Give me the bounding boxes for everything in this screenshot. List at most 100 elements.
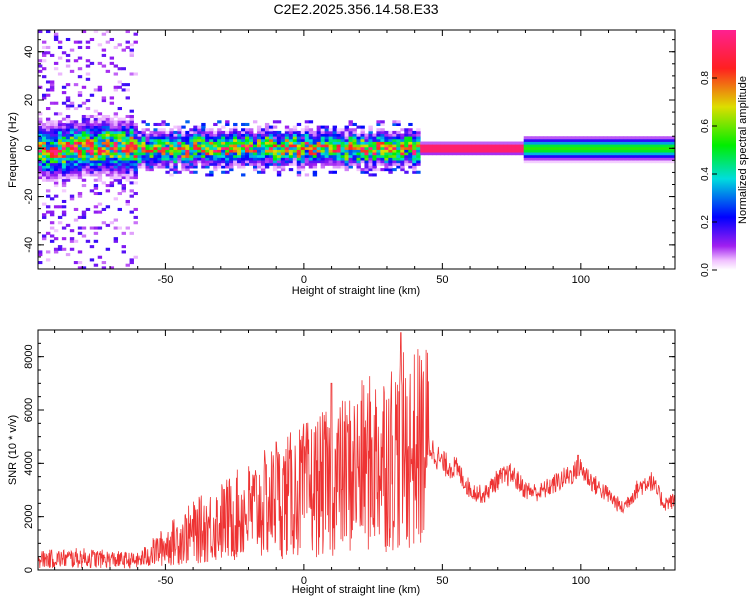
heatmap-cell [559,152,564,156]
heatmap-cell [101,32,107,36]
heatmap-cell [364,152,369,156]
heatmap-cell [169,133,174,137]
heatmap-cell [197,133,202,137]
heatmap-cell [205,157,210,161]
heatmap-cell [81,210,87,214]
heatmap-cell [61,125,67,129]
heatmap-cell [53,162,59,166]
heatmap-cell [121,165,126,169]
heatmap-cell [38,59,43,63]
heatmap-cell [499,149,505,153]
heatmap-cell [475,141,481,145]
heatmap-cell [117,178,123,182]
heatmap-cell [280,136,286,140]
heatmap-cell [57,247,63,251]
heatmap-cell [113,226,119,230]
heatmap-cell [479,149,485,153]
heatmap-cell [109,160,115,164]
heatmap-cell [209,136,214,140]
heatmap-cell [121,170,126,174]
heatmap-cell [177,136,182,140]
heatmap-cell [189,141,194,145]
heatmap-cell [57,144,63,148]
heatmap-cell [249,133,254,137]
heatmap-cell [655,157,660,161]
heatmap-cell [392,122,397,126]
heatmap-cell [101,138,107,142]
heatmap-cell [304,120,310,124]
heatmap-cell [81,141,87,145]
heatmap-cell [185,138,190,142]
heatmap-cell [73,218,79,222]
heatmap-cell [229,157,234,161]
heatmap-cell [125,120,130,124]
heatmap-cell [157,154,162,158]
heatmap-cell [471,144,477,148]
heatmap-cell [483,149,489,153]
heatmap-cell [587,157,592,161]
heatmap-cell [336,141,341,145]
heatmap-cell [69,120,75,124]
heatmap-cell [141,141,146,145]
heatmap-cell [452,152,457,156]
heatmap-cell [252,120,258,124]
heatmap-cell [181,141,186,145]
heatmap-cell [73,154,79,158]
heatmap-cell [336,165,341,169]
heatmap-cell [81,101,87,105]
heatmap-cell [38,120,43,124]
heatmap-cell [487,144,493,148]
heatmap-cell [41,168,47,172]
heatmap-cell [77,130,83,134]
heatmap-cell [591,157,596,161]
heatmap-cell [65,162,71,166]
heatmap-cell [384,141,389,145]
heatmap-cell [85,160,91,164]
heatmap-cell [113,176,119,180]
heatmap-cell [483,152,489,156]
heatmap-cell [328,157,334,161]
heatmap-cell [376,130,381,134]
heatmap-cell [49,152,55,156]
heatmap-cell [105,184,111,188]
heatmap-cell [308,141,314,145]
heatmap-cell [304,130,310,134]
heatmap-cell [45,160,51,164]
heatmap-cell [539,152,545,156]
heatmap-cell [376,154,381,158]
heatmap-cell [113,160,119,164]
heatmap-cell [65,99,71,103]
heatmap-cell [312,160,318,164]
heatmap-cell [643,160,648,164]
heatmap-cell [49,154,55,158]
heatmap-cell [185,120,190,124]
heatmap-cell [89,162,95,166]
heatmap-cell [396,152,401,156]
heatmap-cell [288,133,294,137]
heatmap-cell [113,239,119,243]
heatmap-cell [117,144,123,148]
heatmap-cell [145,133,150,137]
heatmap-cell [551,146,556,150]
heatmap-cell [121,154,126,158]
heatmap-cell [428,152,433,156]
heatmap-cell [85,107,91,111]
heatmap-cell [304,136,310,140]
heatmap-cell [559,144,564,148]
heatmap-cell [41,170,47,174]
heatmap-cell [41,160,47,164]
heatmap-cell [507,149,513,153]
heatmap-cell [61,168,67,172]
heatmap-cell [380,162,385,166]
heatmap-cell [324,130,330,134]
heatmap-cell [368,152,373,156]
heatmap-cell [53,141,59,145]
heatmap-cell [129,189,134,193]
heatmap-cell [300,165,306,169]
heatmap-cell [416,162,421,166]
heatmap-cell [671,152,675,156]
heatmap-cell [177,149,182,153]
heatmap-cell [61,130,67,134]
heatmap-cell [352,162,357,166]
heatmap-cell [73,207,79,211]
